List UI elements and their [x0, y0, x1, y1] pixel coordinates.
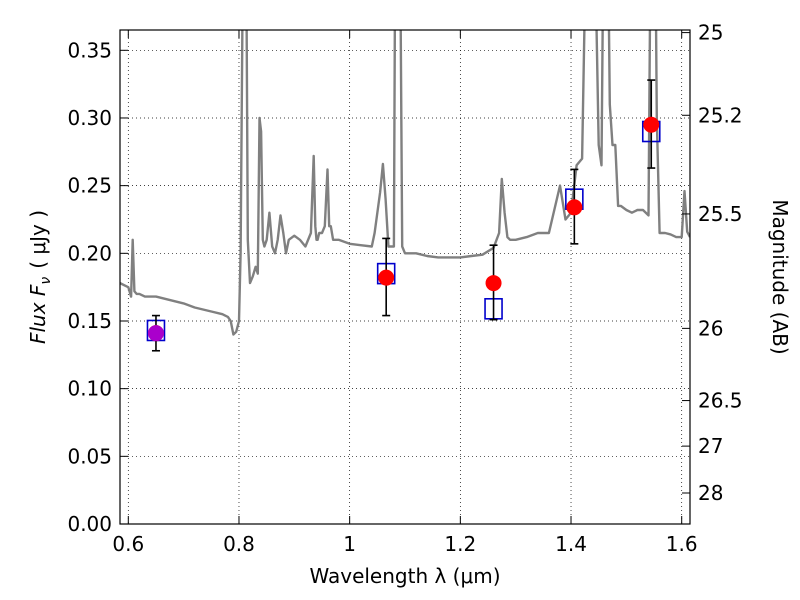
x-tick-label: 1.2 — [444, 532, 476, 556]
x-tick-label: 1.4 — [555, 532, 587, 556]
plot-frame — [119, 29, 691, 525]
x-tick-label: 0.8 — [223, 532, 255, 556]
model-spectrum-line — [120, 30, 690, 336]
y-tick-label: 0.30 — [67, 106, 112, 130]
observed-flux-point — [643, 116, 660, 133]
observed-flux-point — [378, 269, 395, 286]
y2-tick-label: 25 — [698, 21, 723, 45]
y2-tick-label: 28 — [698, 481, 723, 505]
y-tick-label: 0.20 — [67, 241, 112, 265]
y2-tick-label: 25.5 — [698, 202, 743, 226]
y2-tick-label: 27 — [698, 434, 723, 458]
y2-axis-title: Magnitude (AB) — [768, 199, 792, 354]
y-tick-label: 0.25 — [67, 174, 112, 198]
x-tick-label: 1.6 — [666, 532, 698, 556]
plot-area — [120, 30, 690, 336]
x-tick-label: 0.6 — [112, 532, 144, 556]
observed-flux-point — [566, 199, 583, 216]
overlap-point — [147, 325, 164, 342]
y-axis-title: Flux F — [26, 284, 50, 344]
observed-flux-point — [485, 275, 502, 292]
y-axis-units: ( μJy ) — [26, 210, 50, 269]
y2-tick-label: 26.5 — [698, 389, 743, 413]
y-axis-title-group: Flux Fν ( μJy ) — [26, 210, 54, 344]
ticks: 0.6 0.8 1 1.2 1.4 1.6 0.00 0.05 0.10 0.15 0.20 0.25… — [67, 21, 742, 556]
plot-background — [120, 30, 690, 524]
y-tick-label: 0.05 — [67, 444, 112, 468]
y-tick-label: 0.00 — [67, 512, 112, 536]
svg-text:Flux Fν( μJy ): Flux Fν ( μJy ) — [26, 210, 54, 344]
data-points — [146, 79, 661, 352]
y2-tick-label: 25.2 — [698, 103, 743, 127]
y-tick-label: 0.35 — [67, 38, 112, 62]
y-axis-subscript: ν — [38, 277, 54, 285]
y2-tick-label: 26 — [698, 316, 723, 340]
y-tick-label: 0.10 — [67, 377, 112, 401]
y-tick-label: 0.15 — [67, 309, 112, 333]
x-axis-title: Wavelength λ (μm) — [309, 564, 500, 588]
x-tick-label: 1 — [343, 532, 356, 556]
